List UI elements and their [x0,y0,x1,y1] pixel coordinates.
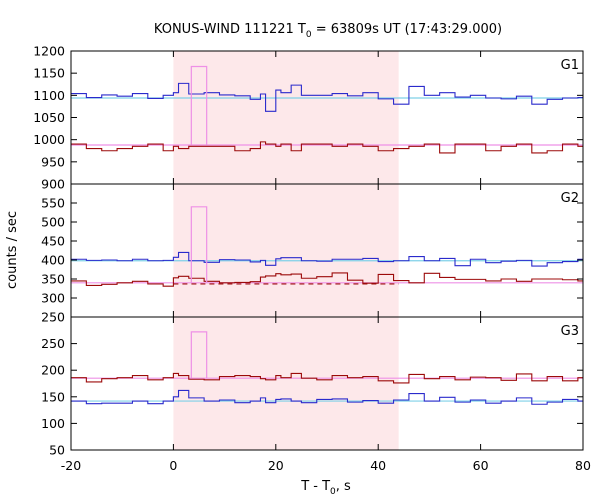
y-tick-label-g3-250: 250 [41,336,65,351]
series-blue-g1 [71,82,583,112]
y-tick-label-g1-1150: 1150 [33,66,65,81]
axes-layer: 90095010001050110011501200G1250300350400… [33,44,591,474]
x-tick-label-80: 80 [575,458,591,473]
y-tick-label-g3-100: 100 [41,416,65,431]
x-tick-label-40: 40 [370,458,386,473]
panel-label-g2: G2 [561,191,579,206]
x-axis-label-main: T - T [300,479,330,494]
y-tick-label-g2-300: 300 [41,291,65,306]
panel-frame-g3 [70,316,584,451]
series-pink-g2 [190,206,208,283]
data-layer [71,65,583,405]
x-axis-label-subscript: 0 [330,487,336,497]
chart-title-main: KONUS-WIND 111221 T [154,22,306,37]
panel-g1 [71,65,583,154]
series-red-g1 [71,141,583,154]
x-axis-label: T - T0, s [300,479,351,497]
y-axis-label: counts / sec [5,211,20,289]
shaded-interval-layer [173,51,399,450]
shaded-interval [173,51,399,450]
x-tick-label-60: 60 [473,458,489,473]
y-tick-label-g1-1200: 1200 [33,44,65,59]
y-tick-label-g2-450: 450 [41,234,65,249]
y-tick-label-g2-550: 550 [41,196,65,211]
panel-g3 [71,331,583,405]
y-tick-label-g3-150: 150 [41,389,65,404]
y-tick-label-g2-350: 350 [41,272,65,287]
x-tick-label-0: 0 [169,458,177,473]
y-tick-label-g2-500: 500 [41,215,65,230]
chart-title-rest: = 63809s UT (17:43:29.000) [312,22,502,37]
y-tick-label-g1-900: 900 [41,177,65,192]
x-axis-label-rest: , s [336,479,351,494]
series-blue-g2 [71,251,583,267]
panel-g2 [71,206,583,287]
y-tick-label-g1-1100: 1100 [33,88,65,103]
chart-title-subscript: 0 [306,30,312,40]
y-tick-label-g2-400: 400 [41,253,65,268]
y-tick-label-g1-1000: 1000 [33,132,65,147]
y-tick-label-g3-50: 50 [49,443,65,458]
series-blue-g3 [71,389,583,405]
series-red-g2 [71,272,583,287]
x-tick-label--20: -20 [61,458,81,473]
panel-label-g3: G3 [561,324,579,339]
y-tick-label-g3-200: 200 [41,363,65,378]
series-pink-g3 [190,331,208,379]
y-tick-label-g1-950: 950 [41,154,65,169]
series-red-g3 [71,372,583,384]
x-tick-label-20: 20 [268,458,284,473]
panel-label-g1: G1 [561,58,579,73]
y-tick-label-g1-1050: 1050 [33,110,65,125]
y-tick-label-g2-250: 250 [41,310,65,325]
series-pink-g1 [190,65,208,145]
chart-title: KONUS-WIND 111221 T0 = 63809s UT (17:43:… [154,22,502,40]
